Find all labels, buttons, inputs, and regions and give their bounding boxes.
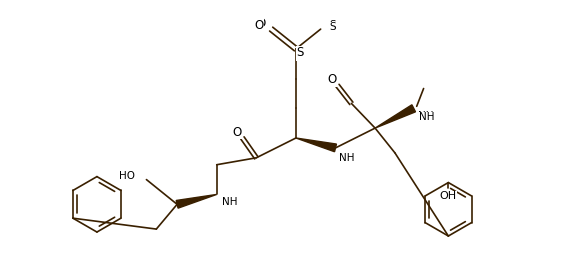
Text: S: S — [329, 22, 336, 32]
Text: S: S — [296, 47, 304, 60]
Text: NH: NH — [222, 197, 237, 207]
Text: NH: NH — [339, 153, 355, 163]
Polygon shape — [375, 105, 416, 128]
Text: NH: NH — [340, 152, 356, 162]
Text: NH: NH — [418, 111, 433, 121]
Polygon shape — [296, 138, 336, 152]
Text: NH: NH — [220, 197, 236, 207]
Polygon shape — [176, 194, 217, 208]
Text: NH: NH — [418, 112, 434, 122]
Text: S: S — [296, 46, 304, 59]
Text: O: O — [327, 73, 336, 86]
Text: O: O — [254, 19, 263, 32]
Text: O: O — [232, 126, 241, 139]
Text: HO: HO — [119, 171, 134, 181]
Text: O: O — [256, 17, 265, 30]
Text: OH: OH — [440, 192, 457, 201]
Text: S: S — [329, 20, 336, 30]
